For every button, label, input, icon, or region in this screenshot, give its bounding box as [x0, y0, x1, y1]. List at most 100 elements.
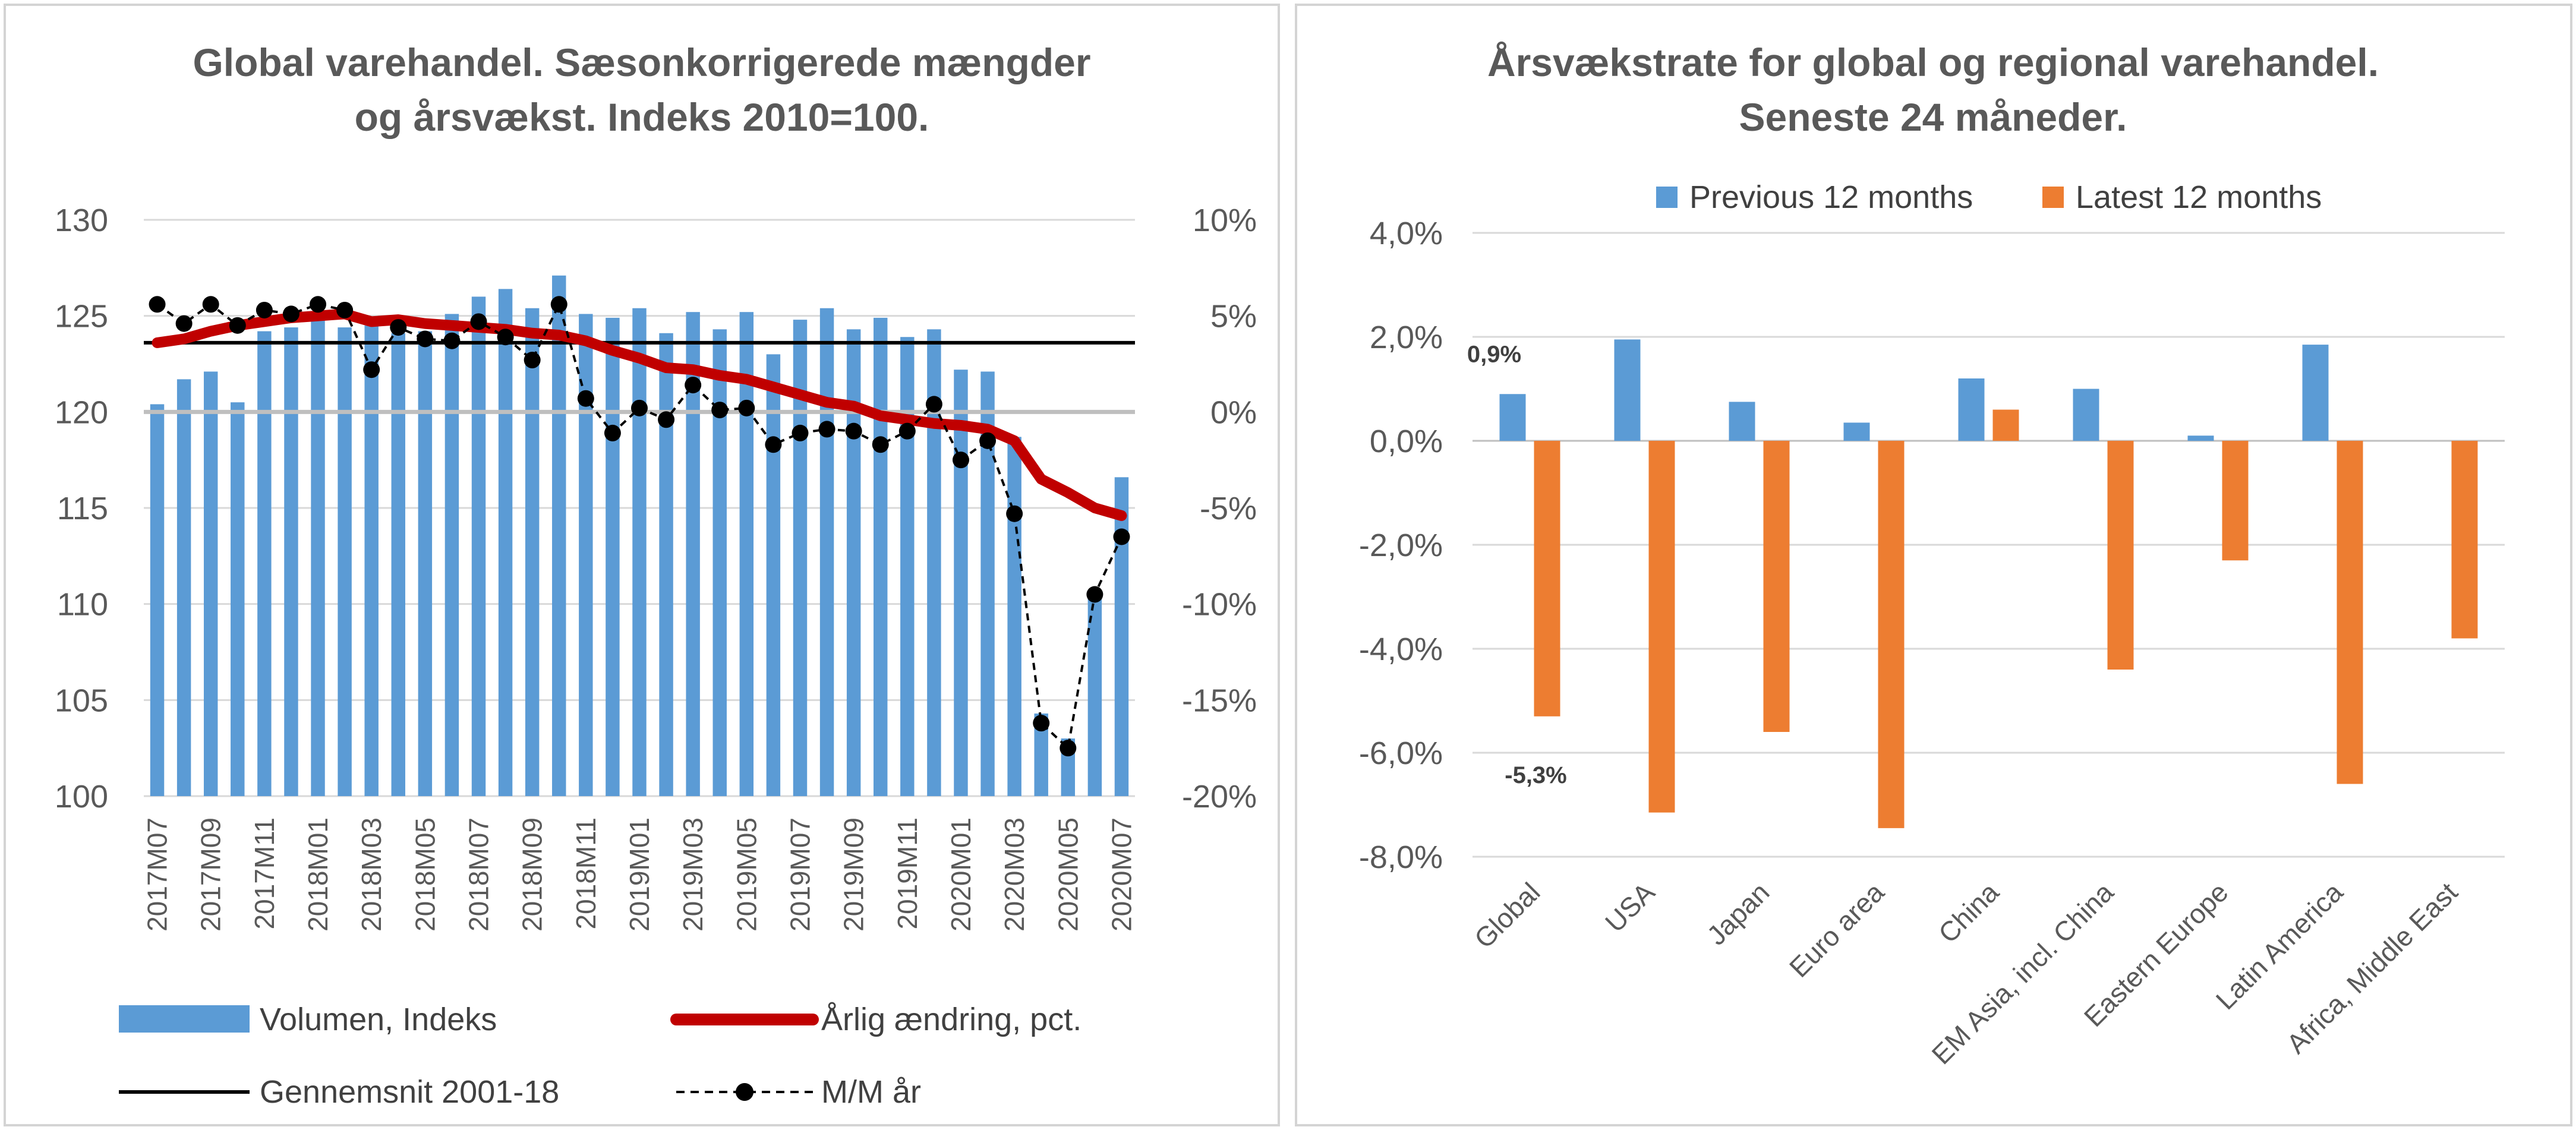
volume-bar [311, 314, 325, 796]
right-gridlines [1473, 232, 2505, 858]
volume-bar [686, 312, 700, 796]
right-x-category-label: China [1932, 876, 2005, 949]
right-chart-panel: Årsvækstrate for global og regional vare… [1295, 4, 2572, 1126]
series-line-aarlig-aendring [152, 308, 1127, 521]
mm-aar-marker [282, 305, 299, 323]
left-x-tick-label: 2017M11 [249, 817, 280, 929]
mm-aar-marker [952, 452, 969, 469]
left-x-tick-label: 2018M05 [409, 817, 440, 932]
volume-bar [1034, 713, 1048, 796]
data-label-global-previous: 0,9% [1467, 341, 1521, 367]
mm-aar-marker [497, 329, 514, 346]
right-y-tick-label: -2,0% [1359, 528, 1443, 563]
mm-aar-marker [443, 332, 461, 349]
volume-bar [659, 333, 673, 796]
mm-aar-marker [738, 399, 755, 416]
legend-label-previous: Previous 12 months [1689, 179, 1973, 215]
left-legend: Volumen, Indeks Årlig ændring, pct. Genn… [119, 1002, 1082, 1110]
left-x-tick-label: 2018M03 [356, 817, 387, 932]
bar-previous-12-months [1499, 394, 1526, 441]
mm-aar-marker [898, 422, 916, 440]
mm-aar-marker [256, 301, 273, 318]
bar-latest-12-months [2337, 441, 2363, 784]
left-x-tick-label: 2019M09 [838, 817, 869, 932]
mm-aar-marker [1086, 586, 1103, 603]
left-x-axis-ticks: 2017M07 2017M09 2017M11 2018M01 2018M03 2018M… [142, 817, 1137, 932]
legend-label-mm: M/M år [821, 1074, 921, 1110]
left-y2-tick-label: -15% [1182, 683, 1257, 718]
volume-bar [766, 354, 781, 796]
legend-swatch-latest [2042, 187, 2064, 208]
bar-previous-12-months [2187, 435, 2214, 441]
left-y2-tick-label: 0% [1210, 394, 1257, 430]
volume-bar [176, 379, 191, 796]
left-x-tick-label: 2020M03 [999, 817, 1030, 932]
volume-bar [444, 314, 459, 796]
bar-latest-12-months [1763, 441, 1790, 732]
bar-previous-12-months [1958, 378, 1985, 441]
mm-aar-marker [631, 399, 648, 416]
bar-latest-12-months [1992, 409, 2019, 441]
bar-previous-12-months [1729, 402, 1755, 441]
left-x-tick-label: 2020M07 [1106, 817, 1137, 932]
left-y-tick-label: 125 [55, 299, 108, 334]
volume-bar [552, 275, 566, 796]
volume-bar [231, 402, 245, 796]
bar-latest-12-months [1878, 441, 1905, 828]
mm-aar-marker [524, 352, 541, 369]
mm-aar-marker [417, 330, 434, 348]
left-y-tick-label: 120 [55, 394, 108, 430]
left-y-axis-ticks: 130 125 120 115 110 105 100 [55, 203, 108, 815]
bar-previous-12-months [2302, 345, 2329, 441]
mm-aar-marker [1006, 505, 1023, 522]
right-chart-title-line-1: Årsvækstrate for global og regional vare… [1487, 40, 2379, 84]
legend-marker-mm [736, 1083, 753, 1101]
mm-aar-marker [818, 421, 835, 438]
mm-aar-marker [202, 296, 219, 313]
left-volume-bars [150, 275, 1129, 796]
left-y2-tick-label: 10% [1193, 203, 1257, 238]
volume-bar [739, 312, 754, 796]
mm-aar-marker [1033, 715, 1050, 732]
bar-latest-12-months [1648, 441, 1675, 813]
mm-aar-marker [658, 411, 675, 428]
left-y-tick-label: 105 [55, 683, 108, 718]
right-legend: Previous 12 months Latest 12 months [1656, 179, 2322, 215]
right-x-category-label: Global [1468, 876, 1546, 954]
volume-bar [632, 308, 647, 796]
mm-aar-marker [336, 301, 354, 318]
volume-bar [1114, 477, 1129, 796]
left-x-tick-label: 2018M01 [302, 817, 333, 932]
left-chart-title-line-2: og årsvækst. Indeks 2010=100. [355, 95, 929, 139]
left-x-tick-label: 2019M07 [784, 817, 815, 932]
left-x-tick-label: 2018M11 [570, 817, 601, 929]
bar-latest-12-months [2222, 441, 2249, 561]
mm-aar-marker [979, 432, 997, 449]
right-y-tick-label: 4,0% [1370, 216, 1443, 251]
volume-bar [874, 317, 888, 796]
data-label-global-latest: -5,3% [1505, 762, 1567, 788]
mm-aar-marker [1113, 528, 1130, 545]
left-y2-axis-ticks: 10% 5% 0% -5% -10% -15% -20% [1182, 203, 1257, 815]
volume-bar [498, 289, 513, 796]
right-y-tick-label: -4,0% [1359, 632, 1443, 667]
mm-aar-marker [685, 377, 702, 394]
left-y2-tick-label: -10% [1182, 587, 1257, 623]
volume-bar [900, 337, 915, 796]
mm-aar-marker [604, 424, 621, 441]
bar-previous-12-months [1843, 422, 1870, 441]
volume-bar [980, 371, 995, 796]
volume-bar [391, 333, 405, 796]
mm-aar-marker [765, 436, 782, 453]
left-x-tick-label: 2018M09 [517, 817, 548, 932]
right-chart-title-line-2: Seneste 24 måneder. [1739, 95, 2127, 139]
volume-bar [471, 296, 486, 796]
volume-bar [525, 308, 540, 796]
mm-aar-marker [925, 396, 942, 413]
left-x-tick-label: 2019M03 [677, 817, 708, 932]
left-x-tick-label: 2017M07 [142, 817, 173, 932]
volume-bar [418, 331, 433, 796]
right-y-axis-ticks: 4,0% 2,0% 0,0% -2,0% -4,0% -6,0% -8,0% [1359, 216, 1443, 875]
volume-bar [150, 404, 165, 796]
